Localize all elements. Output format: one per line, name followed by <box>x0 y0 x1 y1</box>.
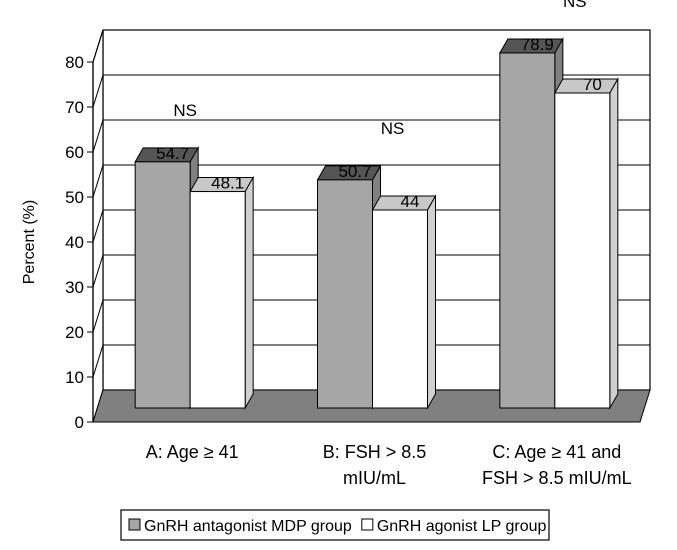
x-tick-label: FSH > 8.5 mIU/mL <box>482 468 632 488</box>
y-tick-label: 30 <box>65 278 84 297</box>
legend-label-1: GnRH agonist LP group <box>377 518 547 535</box>
annotation-ns: NS <box>173 101 197 120</box>
annotation-ns: NS <box>381 119 405 138</box>
y-tick-label: 70 <box>65 98 84 117</box>
y-tick-label: 80 <box>65 53 84 72</box>
y-tick-label: 60 <box>65 143 84 162</box>
data-label: 50.7 <box>338 162 371 181</box>
legend-label-0: GnRH antagonist MDP group <box>144 518 352 535</box>
y-tick-label: 20 <box>65 323 84 342</box>
data-label: 78.9 <box>521 35 554 54</box>
bar-agonist-0 <box>189 175 255 410</box>
legend-swatch-1 <box>361 518 374 531</box>
x-tick-label: A: Age ≥ 41 <box>146 442 239 462</box>
bar-antagonist-2 <box>498 37 564 410</box>
data-label: 44 <box>401 192 420 211</box>
y-tick-label: 50 <box>65 188 84 207</box>
data-label: 48.1 <box>211 174 244 193</box>
bar-agonist-1 <box>371 194 437 410</box>
bar-antagonist-0 <box>134 145 200 410</box>
y-tick-label: 10 <box>65 368 84 387</box>
bar-antagonist-1 <box>316 163 382 410</box>
x-tick-label: C: Age ≥ 41 and <box>492 442 621 462</box>
y-tick-label: 0 <box>75 413 84 432</box>
data-label: 70 <box>583 75 602 94</box>
data-label: 54.7 <box>156 144 189 163</box>
legend-swatch-0 <box>128 518 141 531</box>
x-tick-label: B: FSH > 8.5 <box>323 442 427 462</box>
annotation-ns: NS <box>563 0 587 11</box>
legend-box <box>120 509 550 541</box>
x-tick-label: mIU/mL <box>343 468 406 488</box>
y-axis-label: Percent (%) <box>21 200 38 284</box>
bar-agonist-2 <box>553 77 619 410</box>
y-tick-label: 40 <box>65 233 84 252</box>
